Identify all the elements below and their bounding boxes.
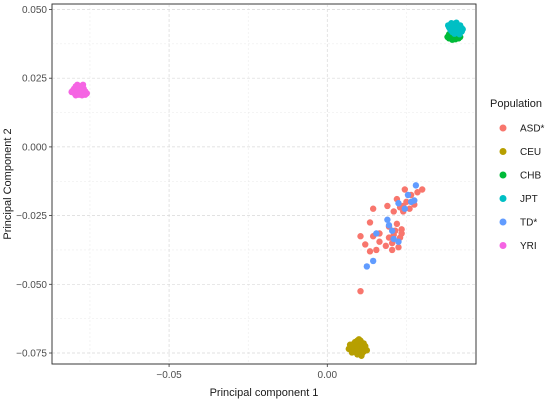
data-point-jpt [456, 31, 463, 38]
data-point-jpt [444, 22, 452, 29]
data-point-yri [74, 81, 81, 88]
data-point-asd [382, 242, 390, 250]
y-tick-label: 0.000 [22, 142, 47, 153]
legend: Population ASD* CEU CHB JPT TD* YRI [490, 98, 545, 252]
data-point-td [390, 235, 397, 243]
data-point-td [401, 205, 409, 212]
data-point-ceu [363, 347, 371, 354]
data-point-asd [388, 246, 396, 254]
y-tick-label: 0.025 [22, 74, 47, 85]
data-point-td [363, 263, 371, 270]
data-point-asd [395, 244, 402, 251]
legend-key-td [499, 218, 507, 226]
data-point-ceu [358, 352, 365, 359]
panel-border [51, 3, 477, 365]
data-point-asd [362, 241, 369, 248]
data-point-ceu [351, 338, 359, 346]
data-point-asd [373, 246, 380, 254]
data-point-td [388, 227, 396, 234]
data-point-td [373, 230, 380, 237]
data-point-asd [366, 219, 374, 226]
data-point-asd [357, 233, 364, 240]
panel-background [51, 3, 477, 365]
data-point-td [395, 200, 402, 207]
data-point-yri [68, 88, 75, 96]
legend-label-chb: CHB [520, 171, 541, 182]
data-point-asd [419, 186, 426, 193]
legend-label-td: TD* [520, 218, 537, 229]
data-point-jpt [453, 19, 460, 26]
legend-key-jpt [499, 195, 507, 202]
data-point-yri [79, 81, 87, 88]
data-points [68, 19, 466, 359]
data-point-td [412, 182, 420, 189]
data-point-jpt [451, 30, 458, 37]
data-point-chb [444, 33, 451, 41]
data-point-td [395, 238, 402, 245]
legend-key-yri [499, 242, 507, 249]
legend-title: Population [490, 98, 542, 110]
axis-ticks: −0.05 0.00 0.050 0.025 0.000 −0.025 −0.050 −0.0… [16, 5, 337, 381]
y-tick-label: 0.050 [22, 5, 47, 16]
data-point-asd [401, 186, 409, 193]
x-tick-label: −0.05 [156, 370, 182, 381]
legend-label-jpt: JPT [520, 194, 538, 205]
data-point-asd [406, 205, 413, 212]
legend-key-chb [499, 171, 507, 179]
x-axis-title: Principal component 1 [210, 387, 319, 399]
data-point-asd [357, 287, 364, 295]
legend-key-asd [499, 124, 507, 132]
data-point-asd [390, 208, 397, 215]
legend-label-asd: ASD* [520, 124, 545, 135]
y-tick-label: −0.050 [16, 280, 47, 291]
data-point-asd [369, 205, 377, 212]
data-point-asd [366, 248, 374, 255]
data-point-asd [393, 220, 401, 228]
data-point-asd [384, 202, 391, 210]
data-point-td [369, 257, 377, 265]
legend-label-ceu: CEU [520, 147, 541, 158]
data-point-jpt [459, 26, 466, 33]
data-point-asd [398, 230, 405, 237]
y-tick-label: −0.075 [16, 349, 47, 360]
data-point-td [404, 191, 412, 199]
data-point-td [384, 216, 391, 223]
data-point-td [385, 222, 393, 229]
legend-key-ceu [499, 148, 507, 155]
data-point-asd [414, 189, 421, 196]
data-point-asd [376, 238, 383, 245]
y-axis-title: Principal Component 2 [2, 128, 14, 239]
x-tick-label: 0.00 [318, 370, 338, 381]
data-point-yri [82, 91, 89, 98]
legend-label-yri: YRI [520, 241, 537, 252]
y-tick-label: −0.025 [16, 211, 47, 222]
data-point-ceu [346, 341, 354, 348]
data-point-ceu [348, 349, 356, 356]
data-point-td [411, 197, 418, 204]
gridlines [52, 4, 476, 364]
